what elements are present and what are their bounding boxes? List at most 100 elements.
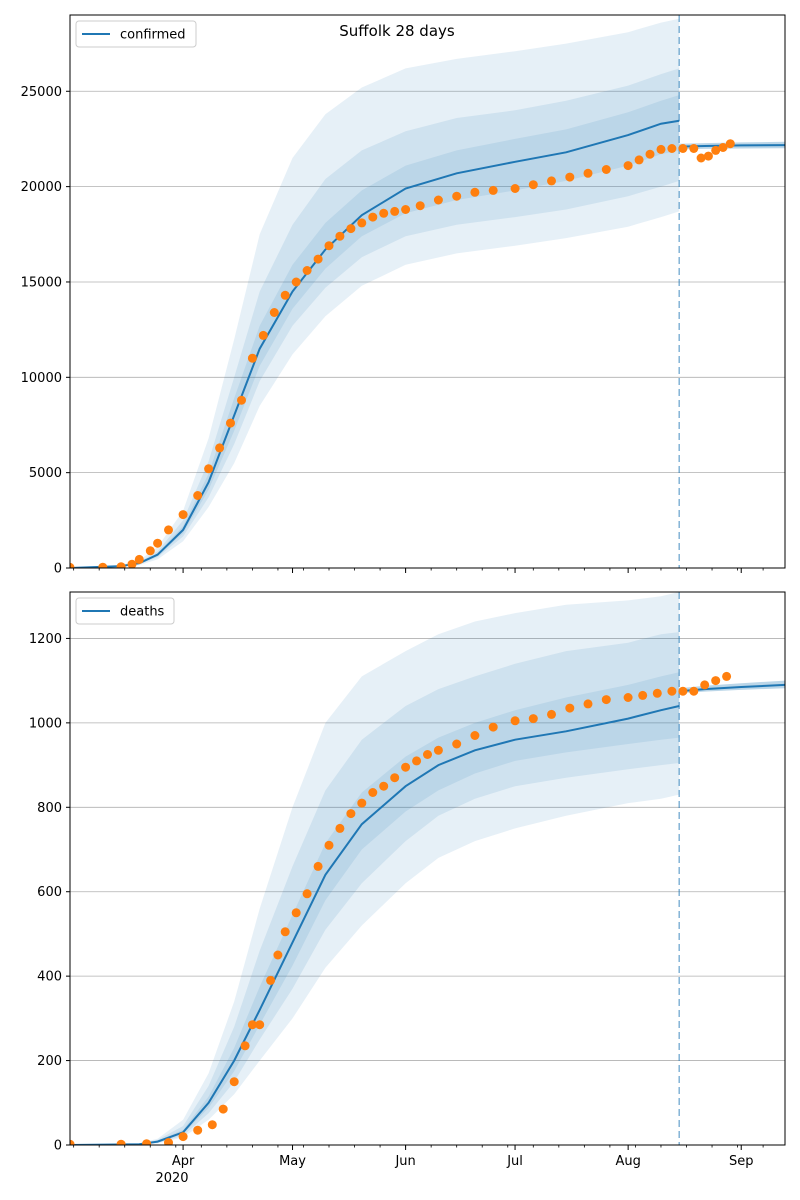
observed-point bbox=[70, 562, 75, 568]
observed-point bbox=[116, 562, 126, 568]
observed-point bbox=[229, 1077, 239, 1087]
observed-point bbox=[240, 1041, 250, 1051]
deaths-axes: 0 200 400 600 800 1000 1200 Apr May Jun Jul Aug Sep bbox=[29, 591, 786, 1169]
observed-point bbox=[357, 218, 367, 228]
observed-point bbox=[280, 290, 290, 300]
legend-box bbox=[75, 597, 175, 625]
observed-point bbox=[652, 688, 662, 698]
observed-point bbox=[510, 716, 520, 726]
observed-point bbox=[528, 180, 538, 190]
observed-point bbox=[193, 1125, 203, 1135]
x-tick-label: Apr bbox=[172, 1154, 195, 1169]
observed-point bbox=[423, 750, 432, 759]
observed-point bbox=[470, 187, 480, 197]
observed-point bbox=[401, 762, 411, 772]
y-tick-label: 0 bbox=[54, 1139, 62, 1154]
observed-point bbox=[678, 144, 688, 153]
y-tick-label: 1000 bbox=[29, 716, 62, 731]
observed-point bbox=[280, 927, 290, 937]
observed-point bbox=[623, 161, 633, 171]
observed-point bbox=[164, 525, 173, 535]
observed-point bbox=[247, 1020, 257, 1030]
observed-point bbox=[218, 1104, 228, 1114]
observed-point bbox=[134, 554, 144, 564]
observed-point bbox=[667, 144, 677, 153]
y-tick-label: 400 bbox=[37, 970, 62, 985]
observed-point bbox=[711, 145, 721, 155]
observed-point bbox=[601, 165, 611, 174]
observed-point bbox=[98, 562, 108, 568]
confirmed-plot-area bbox=[70, 15, 785, 568]
observed-point bbox=[678, 686, 688, 696]
x-tick-label: Aug bbox=[615, 1154, 640, 1169]
observed-point bbox=[718, 143, 728, 152]
observed-point bbox=[547, 176, 556, 186]
observed-point bbox=[193, 491, 203, 500]
axes-frame bbox=[69, 14, 786, 569]
observed-point bbox=[645, 149, 655, 159]
y-tick-label: 800 bbox=[37, 801, 62, 816]
observed-point bbox=[335, 231, 345, 241]
observed-point bbox=[207, 1120, 217, 1130]
observed-point bbox=[390, 773, 400, 783]
y-tick-label: 15000 bbox=[21, 275, 62, 290]
model-line-deaths bbox=[70, 705, 680, 1145]
observed-point bbox=[601, 695, 611, 705]
observed-point bbox=[368, 788, 378, 797]
legend-label-confirmed: confirmed bbox=[120, 28, 186, 43]
observed-point bbox=[258, 330, 268, 340]
axes-frame bbox=[69, 591, 786, 1146]
x-tick-label: Jun bbox=[394, 1154, 415, 1169]
uncertainty-band-1 bbox=[70, 592, 680, 1145]
x-tick-label: May bbox=[279, 1154, 306, 1169]
observed-point bbox=[433, 745, 443, 755]
observed-point bbox=[565, 703, 575, 713]
observed-point bbox=[266, 975, 276, 985]
observed-point bbox=[379, 781, 389, 791]
confirmed-axes: 0 5000 10000 15000 20000 25000 bbox=[21, 14, 786, 577]
y-tick-label: 25000 bbox=[21, 85, 62, 100]
y-tick-label: 1200 bbox=[29, 632, 62, 647]
observed-point bbox=[302, 266, 312, 275]
observed-point bbox=[470, 731, 480, 740]
observed-point bbox=[696, 153, 706, 163]
observed-point bbox=[547, 709, 556, 719]
x-axis-year-label: 2020 bbox=[155, 1171, 188, 1186]
observed-point bbox=[700, 680, 710, 690]
observed-point bbox=[452, 739, 462, 749]
observed-point bbox=[379, 208, 389, 218]
observed-point bbox=[142, 1139, 152, 1145]
observed-point bbox=[247, 353, 257, 363]
legend-label-deaths: deaths bbox=[120, 605, 165, 620]
uncertainty-band-3 bbox=[70, 672, 680, 1145]
observed-point bbox=[153, 538, 163, 548]
confirmed-legend: confirmed bbox=[75, 20, 197, 48]
observed-point bbox=[324, 241, 334, 251]
observed-point bbox=[725, 139, 735, 149]
deaths-legend: deaths bbox=[75, 597, 175, 625]
observed-point bbox=[178, 510, 188, 520]
confirmed-panel: 0 5000 10000 15000 20000 25000 Suffolk 28 day… bbox=[21, 14, 786, 577]
observed-point bbox=[145, 546, 155, 556]
observed-point bbox=[667, 686, 677, 696]
uncertainty-band-2 bbox=[70, 632, 680, 1145]
observed-point bbox=[302, 889, 312, 899]
plot-content bbox=[70, 15, 785, 568]
observed-point bbox=[415, 201, 425, 211]
y-tick-label: 10000 bbox=[21, 371, 62, 386]
y-tick-label: 600 bbox=[37, 885, 62, 900]
observed-point bbox=[656, 144, 666, 154]
observed-point bbox=[368, 212, 378, 222]
observed-point bbox=[528, 714, 538, 724]
observed-point bbox=[291, 277, 301, 287]
observed-point bbox=[204, 464, 214, 474]
observed-point bbox=[583, 168, 593, 178]
observed-point bbox=[638, 690, 648, 700]
deaths-plot-area bbox=[70, 592, 785, 1145]
x-tick-label: Jul bbox=[506, 1154, 523, 1169]
observed-point bbox=[269, 308, 279, 317]
observed-point bbox=[401, 205, 411, 214]
observed-point bbox=[357, 798, 367, 808]
observed-point bbox=[703, 151, 713, 161]
